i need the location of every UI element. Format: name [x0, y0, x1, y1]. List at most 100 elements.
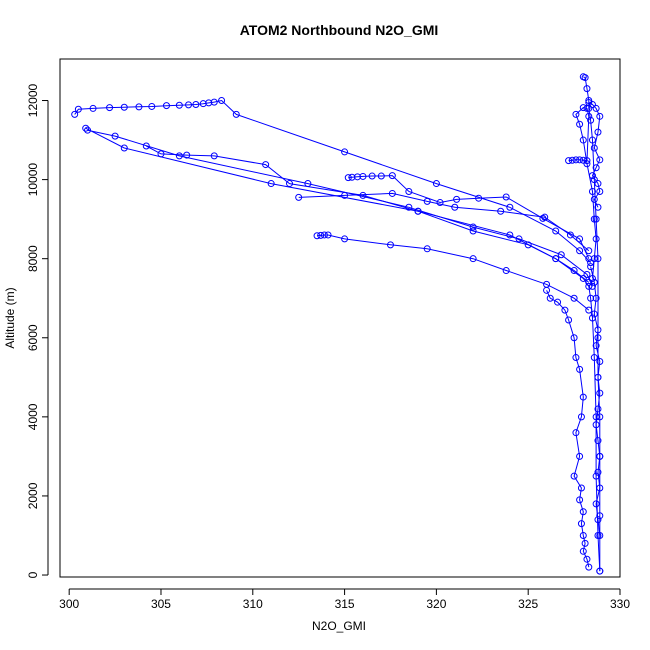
data-point — [570, 334, 578, 342]
data-point — [583, 160, 591, 168]
data-point — [585, 98, 593, 106]
y-axis: 0 2000 4000 6000 8000 10000 12000 — [26, 84, 49, 578]
series-line — [146, 145, 590, 283]
data-point — [423, 197, 431, 205]
data-point — [592, 472, 600, 480]
data-point — [594, 405, 602, 413]
data-point — [585, 247, 593, 255]
data-point — [210, 98, 218, 106]
x-tick-label: 325 — [518, 597, 538, 611]
data-point — [590, 255, 598, 263]
data-point — [594, 128, 602, 136]
series — [84, 126, 596, 290]
data-point — [554, 298, 562, 306]
plot-frame — [59, 58, 621, 578]
data-point — [341, 235, 349, 243]
data-point — [596, 452, 604, 460]
data-point — [585, 306, 593, 314]
series-line — [546, 290, 590, 568]
y-tick-label: 2000 — [26, 482, 40, 509]
data-point — [587, 263, 595, 271]
data-point — [218, 97, 226, 105]
series-line — [588, 102, 601, 208]
data-point — [592, 235, 600, 243]
y-tick-label: 12000 — [26, 84, 40, 118]
data-point — [570, 267, 578, 275]
data-point — [585, 112, 593, 120]
data-point — [317, 231, 325, 239]
series-line — [85, 127, 601, 572]
data-point — [594, 203, 602, 211]
data-point — [576, 496, 584, 504]
data-point — [210, 152, 218, 160]
data-point — [377, 172, 385, 180]
data-point — [576, 365, 584, 373]
data-point — [576, 452, 584, 460]
data-point — [71, 110, 79, 118]
data-point — [572, 354, 580, 362]
x-tick-label: 330 — [610, 597, 630, 611]
data-point — [120, 144, 128, 152]
data-point — [588, 136, 596, 144]
data-point — [552, 227, 560, 235]
data-point — [581, 539, 589, 547]
data-point — [577, 520, 585, 528]
series — [565, 104, 600, 282]
data-point — [583, 271, 591, 279]
data-point — [579, 274, 587, 282]
chart-title: ATOM2 Northbound N2O_GMI — [240, 22, 439, 38]
data-point — [577, 484, 585, 492]
data-point — [106, 104, 114, 112]
series — [585, 98, 604, 211]
data-point — [588, 172, 596, 180]
data-point — [475, 194, 483, 202]
series-line — [74, 99, 591, 263]
series-line — [298, 192, 590, 252]
data-point — [572, 429, 580, 437]
x-tick-label: 300 — [59, 597, 79, 611]
data-point — [359, 191, 367, 199]
data-point — [592, 342, 600, 350]
y-tick-label: 8000 — [26, 245, 40, 272]
data-point — [502, 267, 510, 275]
data-point — [175, 101, 183, 109]
data-point — [590, 176, 598, 184]
data-point — [142, 142, 150, 150]
data-point — [576, 120, 584, 128]
data-point — [89, 104, 97, 112]
data-point — [162, 102, 170, 110]
data-point — [469, 227, 477, 235]
data-point — [596, 187, 604, 195]
data-point — [590, 195, 598, 203]
x-axis: 300 305 310 315 320 325 330 — [59, 588, 630, 611]
y-tick-label: 4000 — [26, 403, 40, 430]
data-point — [341, 148, 349, 156]
data-point — [84, 126, 92, 134]
data-point — [565, 157, 573, 165]
data-point — [579, 547, 587, 555]
data-point — [596, 112, 604, 120]
series — [295, 189, 593, 255]
data-point — [590, 354, 598, 362]
data-point — [596, 389, 604, 397]
data-point — [590, 215, 598, 223]
data-point — [596, 156, 604, 164]
data-point — [583, 85, 591, 93]
data-point — [596, 531, 604, 539]
data-point — [585, 282, 593, 290]
data-point — [192, 100, 200, 108]
data-point — [82, 124, 90, 132]
data-point — [453, 195, 461, 203]
data-point — [414, 207, 422, 215]
data-point — [576, 247, 584, 255]
data-point — [579, 508, 587, 516]
data-point — [592, 500, 600, 508]
data-point — [588, 100, 596, 108]
x-tick-label: 305 — [151, 597, 171, 611]
data-point — [590, 278, 598, 286]
data-point — [368, 172, 376, 180]
data-point — [344, 174, 352, 182]
data-point — [135, 103, 143, 111]
data-point — [592, 294, 600, 302]
